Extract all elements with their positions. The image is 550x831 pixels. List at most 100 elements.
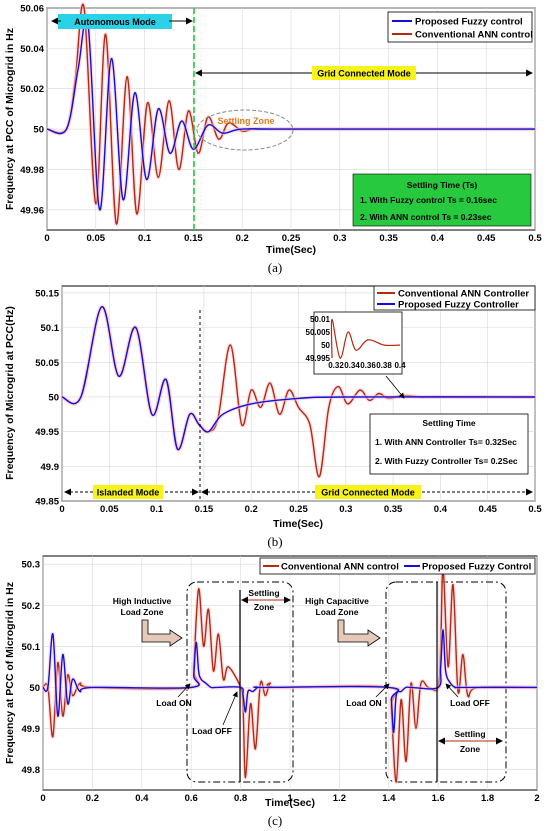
legend-a-fuzzy-label: Proposed Fuzzy control xyxy=(415,17,523,28)
y-tick-label: 49.96 xyxy=(20,205,44,216)
series-a xyxy=(46,2,535,226)
load-on-label-1: Load ON xyxy=(156,698,191,708)
inset-y-tick: 50.005 xyxy=(306,328,331,337)
capacitive-label-1: High Capacitive xyxy=(305,596,369,606)
x-tick-label: 2 xyxy=(534,793,539,804)
settling-time-line2-b: 2. With Fuzzy Controller Ts= 0.2Sec xyxy=(375,456,518,466)
autonomous-mode-label: Autonomous Mode xyxy=(74,17,156,27)
inset-x-tick: 0.36 xyxy=(360,361,376,370)
y-tick-label: 50.04 xyxy=(20,44,44,55)
settling-time-line1-b: 1. With ANN Controller Ts= 0.32Sec xyxy=(375,437,517,447)
legend-a xyxy=(387,11,533,43)
ticks-b: 0 0.05 0.1 0.15 0.2 0.25 0.3 0.35 0.4 0.45 0.5 50.1… xyxy=(35,288,542,515)
y-tick-label: 50.15 xyxy=(35,288,59,299)
inset-y-tick: 50 xyxy=(321,341,330,350)
inset-x-tick: 0.34 xyxy=(344,361,360,370)
x-tick-label: 0.25 xyxy=(289,504,308,515)
capacitive-block-arrow xyxy=(337,619,381,647)
settling-time-title-a: Settling Time (Ts) xyxy=(407,180,478,190)
inset-pointer xyxy=(385,375,405,399)
x-tick-label: 1.8 xyxy=(481,793,494,804)
y-tick-label: 50.05 xyxy=(35,358,59,369)
x-tick-label: 0.1 xyxy=(138,233,152,244)
inset-x-tick: 0.4 xyxy=(394,361,406,370)
load-on-pointer-2 xyxy=(375,683,390,698)
settling-time-title-b: Settling Time xyxy=(422,418,475,428)
load-on-label-2: Load ON xyxy=(346,698,381,708)
inductive-label-2: Load Zone xyxy=(121,607,164,617)
inset-series-line xyxy=(330,318,401,359)
ticks-c: 0 0.2 0.4 0.6 0.8 1 1.2 1.4 1.6 1.8 2 50.3 50.2 50.1 5… xyxy=(22,560,540,804)
x-tick-label: 1 xyxy=(287,793,293,804)
autonomous-bg xyxy=(61,14,169,29)
grid-badge-b xyxy=(315,485,421,499)
settling-time-box-a xyxy=(352,173,532,227)
load-off-label-1: Load OFF xyxy=(192,726,232,736)
legend-c xyxy=(259,557,536,575)
series-line-proposed-fuzzy-controller xyxy=(61,306,536,451)
legend-b xyxy=(373,285,536,311)
y-axis-label-b: Frequency of Microgrid at PCC(Hz) xyxy=(4,306,16,480)
x-tick-label: 1.2 xyxy=(333,793,346,804)
settling-label-c2-a: Settling xyxy=(454,729,485,739)
panel-c: 0 0.2 0.4 0.6 0.8 1 1.2 1.4 1.6 1.8 2 50.3 50.2 50.1 5… xyxy=(4,555,540,828)
x-tick-label: 0.15 xyxy=(184,233,203,244)
inset-x-tick: 0.38 xyxy=(376,361,392,370)
settling-label-c1-b: Zone xyxy=(254,602,275,612)
y-axis-label-c: Frequency at PCC of Microgrid in Hz xyxy=(4,582,16,764)
legend-c-ann-label: Conventional ANN control xyxy=(281,562,399,573)
y-tick-label: 49.8 xyxy=(22,765,41,776)
x-axis-label-a: Time(Sec) xyxy=(266,244,316,256)
islanded-label: Islanded Mode xyxy=(97,488,160,498)
legend-b-ann-label: Conventional ANN Controller xyxy=(398,289,529,300)
series-line-conventional-ann-control xyxy=(46,3,535,225)
x-tick-label: 1.4 xyxy=(382,793,396,804)
caption-c: (c) xyxy=(268,813,282,828)
inductive-label-1: High Inductive xyxy=(113,596,172,606)
y-tick-label: 50.1 xyxy=(41,323,60,334)
x-tick-label: 0.5 xyxy=(528,233,542,244)
x-tick-label: 0.15 xyxy=(195,504,214,515)
load-on-pointer-1 xyxy=(177,683,191,698)
legend-a-ann-label: Conventional ANN control xyxy=(415,30,533,41)
x-tick-label: 0.3 xyxy=(339,504,352,515)
y-tick-label: 50.2 xyxy=(22,601,41,612)
x-tick-label: 0.8 xyxy=(234,793,247,804)
x-tick-label: 0.3 xyxy=(333,233,346,244)
inset-content-b: 0.32 0.34 0.36 0.38 0.4 50.01 50.005 50 49.995 xyxy=(306,315,407,370)
x-tick-label: 0.4 xyxy=(135,793,149,804)
x-tick-label: 0.35 xyxy=(379,233,398,244)
settling-time-box-b xyxy=(369,413,529,475)
load-off-label-2: Load OFF xyxy=(450,698,490,708)
islanded-badge xyxy=(93,485,163,499)
y-tick-label: 50 xyxy=(48,392,59,403)
y-tick-label: 50.02 xyxy=(20,84,44,95)
x-tick-label: 0.2 xyxy=(245,504,258,515)
x-axis-label-c: Time(Sec) xyxy=(265,797,315,809)
y-tick-label: 50 xyxy=(29,683,40,694)
y-tick-label: 50.06 xyxy=(20,4,44,15)
x-tick-label: 0.2 xyxy=(86,793,99,804)
grid-connected-badge-a xyxy=(312,66,416,80)
caption-a: (a) xyxy=(268,260,282,275)
y-tick-label: 49.95 xyxy=(35,427,59,438)
inset-b xyxy=(313,311,403,375)
inductive-block-arrow xyxy=(141,619,183,647)
y-tick-label: 50 xyxy=(33,125,44,136)
inset-y-tick: 50.01 xyxy=(310,315,331,324)
load-off-pointer-2 xyxy=(445,683,459,698)
legend-b-fuzzy-label: Proposed Fuzzy Controller xyxy=(398,300,519,311)
x-tick-label: 0.6 xyxy=(185,793,198,804)
x-tick-label: 0.45 xyxy=(477,233,496,244)
x-tick-label: 0.25 xyxy=(282,233,301,244)
settling-time-line1-a: 1. With Fuzzy control Ts = 0.16sec xyxy=(360,195,497,205)
load-off-pointer-1 xyxy=(222,691,238,726)
y-tick-label: 49.98 xyxy=(20,165,44,176)
series-b xyxy=(61,304,536,479)
capacitive-label-2: Load Zone xyxy=(316,607,359,617)
x-tick-label: 1.6 xyxy=(432,793,445,804)
ticks-a: 0 0.05 0.1 0.15 0.2 0.25 0.3 0.35 0.4 0.45 0.5 50.0… xyxy=(20,4,542,245)
x-tick-label: 0.4 xyxy=(431,233,445,244)
settling-time-line2-a: 2. With ANN control Ts = 0.23sec xyxy=(360,212,492,222)
